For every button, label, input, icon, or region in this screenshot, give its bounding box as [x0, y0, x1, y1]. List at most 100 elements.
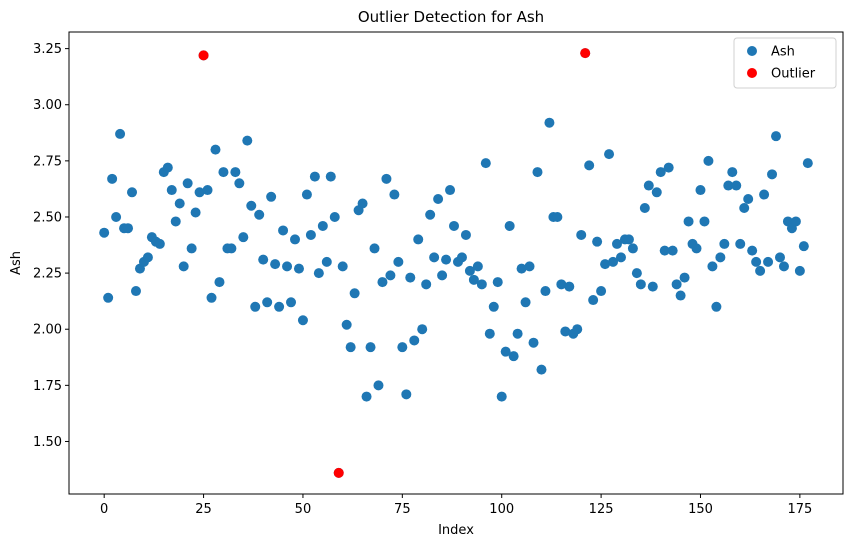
- ash-point: [258, 254, 269, 265]
- ash-point: [389, 189, 400, 200]
- ash-point: [639, 203, 650, 213]
- y-axis-label: Ash: [9, 251, 24, 275]
- legend-marker-outlier: [747, 68, 757, 78]
- x-tick-label: 75: [394, 502, 411, 517]
- y-tick-label: 2.50: [33, 210, 62, 225]
- ash-point: [297, 315, 308, 326]
- ash-point: [790, 216, 801, 227]
- ash-point: [695, 185, 706, 196]
- ash-point: [357, 198, 368, 209]
- ash-point: [433, 194, 444, 205]
- ash-point: [115, 128, 126, 139]
- ash-point: [703, 155, 714, 166]
- ash-point: [123, 223, 134, 234]
- ash-point: [111, 211, 122, 222]
- ash-point: [226, 243, 237, 254]
- y-tick-label: 1.50: [33, 435, 62, 450]
- ash-point: [329, 211, 340, 222]
- y-tick-label: 3.25: [33, 42, 62, 57]
- ash-point: [170, 216, 181, 227]
- ash-point: [727, 167, 738, 178]
- ash-point: [174, 198, 185, 209]
- ash-point: [576, 229, 587, 240]
- ash-point: [445, 185, 456, 196]
- ash-point: [313, 268, 324, 279]
- ash-point: [345, 342, 356, 353]
- ash-point: [127, 187, 138, 198]
- ash-point: [166, 185, 177, 196]
- ash-point: [731, 180, 742, 191]
- ash-point: [365, 342, 376, 353]
- ash-point: [612, 238, 622, 249]
- ash-point: [484, 328, 495, 339]
- y-tick-label: 2.25: [33, 267, 62, 282]
- ash-point: [608, 256, 619, 267]
- ash-point: [763, 256, 774, 267]
- legend-marker-ash: [747, 46, 757, 56]
- ash-point: [301, 189, 312, 200]
- ash-point: [341, 319, 352, 330]
- ash-point: [246, 200, 257, 211]
- ash-point: [293, 263, 304, 274]
- ash-point: [774, 252, 785, 263]
- ash-point: [751, 256, 762, 267]
- ash-point: [743, 194, 754, 205]
- ash-point: [536, 364, 547, 375]
- ash-point: [429, 252, 440, 263]
- ash-point: [321, 256, 332, 267]
- y-tick-label: 1.75: [33, 379, 62, 394]
- ash-point: [604, 149, 615, 160]
- ash-point: [735, 238, 746, 249]
- ash-point: [802, 158, 813, 169]
- ash-point: [449, 220, 460, 231]
- ash-point: [596, 286, 607, 297]
- ash-point: [369, 243, 380, 254]
- ash-point: [635, 279, 646, 290]
- ash-point: [107, 173, 118, 184]
- ash-point: [711, 301, 722, 312]
- ash-point: [584, 160, 595, 171]
- ash-point: [556, 279, 567, 290]
- plot-frame: [68, 31, 844, 495]
- x-tick-label: 25: [195, 502, 212, 517]
- ash-point: [397, 342, 408, 353]
- ash-point: [178, 261, 189, 272]
- ash-point: [286, 297, 297, 308]
- legend-label-outlier: Outlier: [771, 67, 816, 82]
- ash-point: [504, 220, 515, 231]
- ash-point: [250, 301, 261, 312]
- ash-point: [266, 191, 277, 202]
- ash-point: [305, 229, 316, 240]
- legend: Ash Outlier: [733, 37, 837, 89]
- ash-point: [464, 265, 475, 276]
- ash-point: [528, 337, 539, 348]
- ash-point: [564, 281, 575, 292]
- ash-point: [508, 351, 519, 362]
- ash-point: [385, 270, 396, 281]
- ash-point: [651, 187, 662, 198]
- ash-point: [794, 265, 805, 276]
- ash-point: [691, 243, 702, 254]
- ash-point: [488, 301, 499, 312]
- ash-point: [476, 279, 487, 290]
- ash-point: [182, 178, 193, 189]
- x-tick-label: 0: [100, 502, 108, 517]
- y-tick-label: 2.00: [33, 323, 62, 338]
- ash-point: [409, 335, 420, 346]
- x-axis-label: Index: [438, 523, 474, 538]
- ash-point: [142, 252, 153, 263]
- ash-point: [739, 203, 750, 213]
- ash-point: [103, 292, 114, 303]
- ash-point: [309, 171, 320, 182]
- ash-point: [707, 261, 718, 272]
- outlier-point: [333, 467, 344, 478]
- ash-point: [441, 254, 452, 265]
- legend-box: [733, 37, 837, 89]
- ash-point: [683, 216, 694, 227]
- outlier-point: [198, 50, 209, 61]
- ash-point: [234, 178, 245, 189]
- ash-point: [524, 261, 535, 272]
- outlier-point: [580, 48, 591, 59]
- ash-point: [154, 238, 165, 249]
